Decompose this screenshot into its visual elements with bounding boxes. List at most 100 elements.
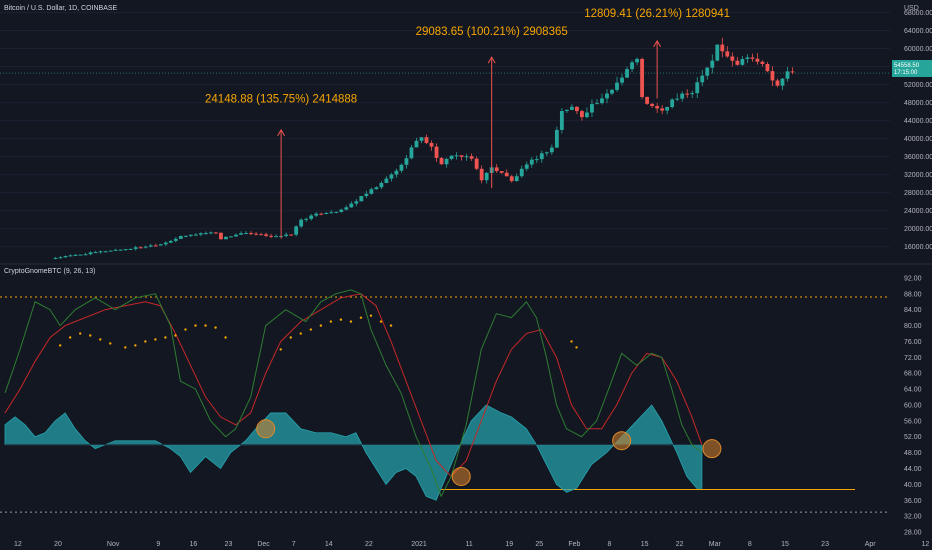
- time-tick-label: 11: [465, 541, 472, 548]
- oscillator-tick-label: 32.00: [904, 514, 922, 521]
- candle-body: [214, 232, 218, 234]
- candle-body: [740, 59, 745, 65]
- candle-body: [569, 106, 574, 110]
- candle-body: [173, 238, 178, 241]
- candle-body: [269, 235, 273, 237]
- candle-body: [163, 242, 168, 245]
- oscillator-tick-label: 60.00: [904, 402, 922, 409]
- oscillator-tick-label: 36.00: [904, 498, 922, 505]
- candle-body: [209, 232, 213, 234]
- time-tick-label: 25: [535, 541, 543, 548]
- time-tick-label: 15: [781, 541, 789, 548]
- time-tick-label: 12: [921, 541, 929, 548]
- price-tick-label: 48000.00: [904, 100, 932, 107]
- candle-body: [138, 247, 143, 249]
- indicator-scale[interactable]: 92.00 88.00 84.00 80.00 76.00 72.00 68.00 64.00…: [904, 275, 922, 536]
- candle-body: [785, 71, 790, 79]
- candle-body: [595, 103, 599, 105]
- oscillator-tick-label: 84.00: [904, 307, 922, 314]
- signal-dot: [289, 336, 292, 339]
- price-tick-label: 36000.00: [904, 154, 932, 161]
- candle-body: [108, 250, 113, 252]
- candle-body: [564, 109, 569, 112]
- candle-body: [319, 213, 324, 215]
- candle-body: [655, 106, 660, 109]
- candle-body: [474, 158, 479, 169]
- candle-body: [143, 246, 148, 248]
- time-tick-label: Nov: [107, 541, 120, 548]
- signal-dot: [204, 324, 207, 327]
- candle-body: [715, 44, 720, 61]
- candle-body: [329, 212, 334, 214]
- candle-body: [309, 215, 314, 219]
- candle-body: [133, 247, 138, 249]
- candle-body: [83, 254, 88, 256]
- candle-body: [254, 233, 258, 235]
- candle-body: [449, 155, 454, 159]
- oscillator-tick-label: 48.00: [904, 450, 922, 457]
- candle-body: [284, 234, 289, 236]
- candle-body: [600, 98, 604, 104]
- price-pane[interactable]: 24148.88 (135.75%) 2414888 29083.65 (100.…: [0, 8, 890, 260]
- indicator-pane[interactable]: [0, 289, 890, 513]
- measure-label: 29083.65 (100.21%) 2908365: [416, 26, 568, 38]
- signal-dot: [109, 342, 112, 345]
- signal-dot: [58, 344, 62, 347]
- price-tick-label: 40000.00: [904, 136, 932, 143]
- candle-body: [73, 254, 78, 256]
- candle-body: [244, 233, 248, 235]
- candle-body: [710, 60, 715, 68]
- candle-body: [354, 201, 359, 204]
- oscillator-tick-label: 68.00: [904, 371, 922, 378]
- candle-body: [580, 111, 584, 118]
- signal-dot: [164, 336, 167, 339]
- signal-dot: [389, 324, 393, 327]
- candle-body: [314, 213, 319, 216]
- time-tick-label: 23: [821, 541, 829, 548]
- candle-body: [534, 159, 539, 161]
- signal-dot: [68, 336, 72, 339]
- price-candles: [53, 37, 795, 260]
- candle-body: [439, 157, 444, 165]
- time-axis[interactable]: 12 20 Nov 9 16 23 Dec 7 14 22 2021 11 19 25 Feb 8 15 22 Ma…: [14, 541, 932, 548]
- measure-arrow-head: [487, 56, 496, 64]
- candle-body: [660, 108, 665, 111]
- oscillator-histogram: [4, 404, 703, 501]
- indicator-title[interactable]: CryptoGnomeBTC (9, 26, 13): [4, 268, 95, 275]
- signal-dot: [194, 324, 197, 327]
- candle-body: [224, 236, 228, 240]
- time-tick-label: 22: [365, 541, 373, 548]
- signal-dot: [369, 314, 373, 317]
- candle-body: [304, 218, 309, 220]
- candle-body: [770, 71, 775, 81]
- oscillator-tick-label: 44.00: [904, 466, 922, 473]
- candle-body: [610, 89, 614, 94]
- candle-body: [695, 82, 700, 94]
- candle-body: [765, 64, 770, 72]
- measure-arrow-head: [653, 39, 662, 48]
- fast-line: [4, 289, 703, 498]
- signal-dot: [299, 332, 302, 335]
- candle-body: [590, 104, 594, 113]
- oscillator-tick-label: 28.00: [904, 530, 922, 537]
- measure-label: 24148.88 (135.75%) 2414888: [205, 94, 357, 106]
- candle-body: [605, 93, 609, 99]
- candle-body: [299, 219, 304, 227]
- last-price-value: 54558.50: [894, 63, 920, 69]
- signal-dot: [379, 320, 383, 323]
- candle-body: [148, 245, 153, 247]
- oscillator-circles: [256, 419, 722, 486]
- candle-body: [399, 164, 404, 171]
- price-grid: [0, 12, 890, 248]
- candle-body: [735, 60, 740, 65]
- candle-body: [760, 61, 765, 65]
- candle-body: [575, 106, 579, 112]
- oscillator-levels: [0, 296, 890, 513]
- candle-body: [559, 111, 564, 130]
- candle-body: [459, 155, 464, 157]
- price-tick-label: 60000.00: [904, 46, 932, 53]
- time-tick-label: 14: [325, 541, 333, 548]
- candle-body: [585, 112, 589, 118]
- candle-body: [464, 156, 469, 158]
